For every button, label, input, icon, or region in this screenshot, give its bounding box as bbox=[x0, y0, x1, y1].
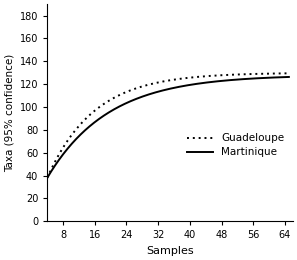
X-axis label: Samples: Samples bbox=[146, 246, 194, 256]
Y-axis label: Taxa (95% confidence): Taxa (95% confidence) bbox=[4, 54, 14, 172]
Legend: Guadeloupe, Martinique: Guadeloupe, Martinique bbox=[184, 130, 287, 160]
